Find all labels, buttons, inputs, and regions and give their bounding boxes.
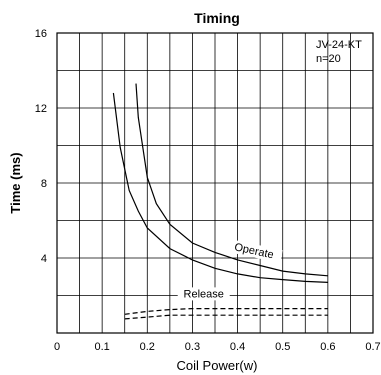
x-tick-label: 0 xyxy=(54,341,60,353)
annotation-text: n=20 xyxy=(316,53,341,65)
annotation-group: JV-24-KT n=20 xyxy=(316,39,362,65)
operate-label-bg xyxy=(225,238,283,264)
x-tick-labels: 0 0.1 0.2 0.3 0.4 0.5 0.6 0.7 xyxy=(54,341,381,353)
y-tick-label: 4 xyxy=(41,253,47,265)
x-tick-label: 0.4 xyxy=(230,341,245,353)
y-tick-labels: 4 8 12 16 xyxy=(35,28,47,265)
annotation-text: JV-24-KT xyxy=(316,39,362,51)
series-group xyxy=(112,83,328,320)
x-tick-label: 0.6 xyxy=(320,341,335,353)
y-tick-label: 8 xyxy=(41,178,47,190)
y-tick-label: 12 xyxy=(35,103,47,115)
plot-frame xyxy=(56,32,374,334)
y-tick-label: 16 xyxy=(35,28,47,40)
chart-title: Timing xyxy=(194,10,240,26)
x-tick-label: 0.5 xyxy=(275,341,290,353)
x-tick-label: 0.3 xyxy=(185,341,200,353)
release-line-2 xyxy=(124,308,328,315)
operate-line-1 xyxy=(112,92,328,283)
y-axis-label: Time (ms) xyxy=(8,152,23,213)
release-line-3 xyxy=(124,314,328,320)
release-label-bg xyxy=(177,287,230,301)
x-tick-label: 0.1 xyxy=(94,341,109,353)
x-tick-label: 0.7 xyxy=(365,341,380,353)
release-series-label: Release xyxy=(184,288,224,300)
x-axis-label: Coil Power(w) xyxy=(177,358,258,373)
operate-line-0 xyxy=(135,83,328,277)
x-tick-label: 0.2 xyxy=(140,341,155,353)
